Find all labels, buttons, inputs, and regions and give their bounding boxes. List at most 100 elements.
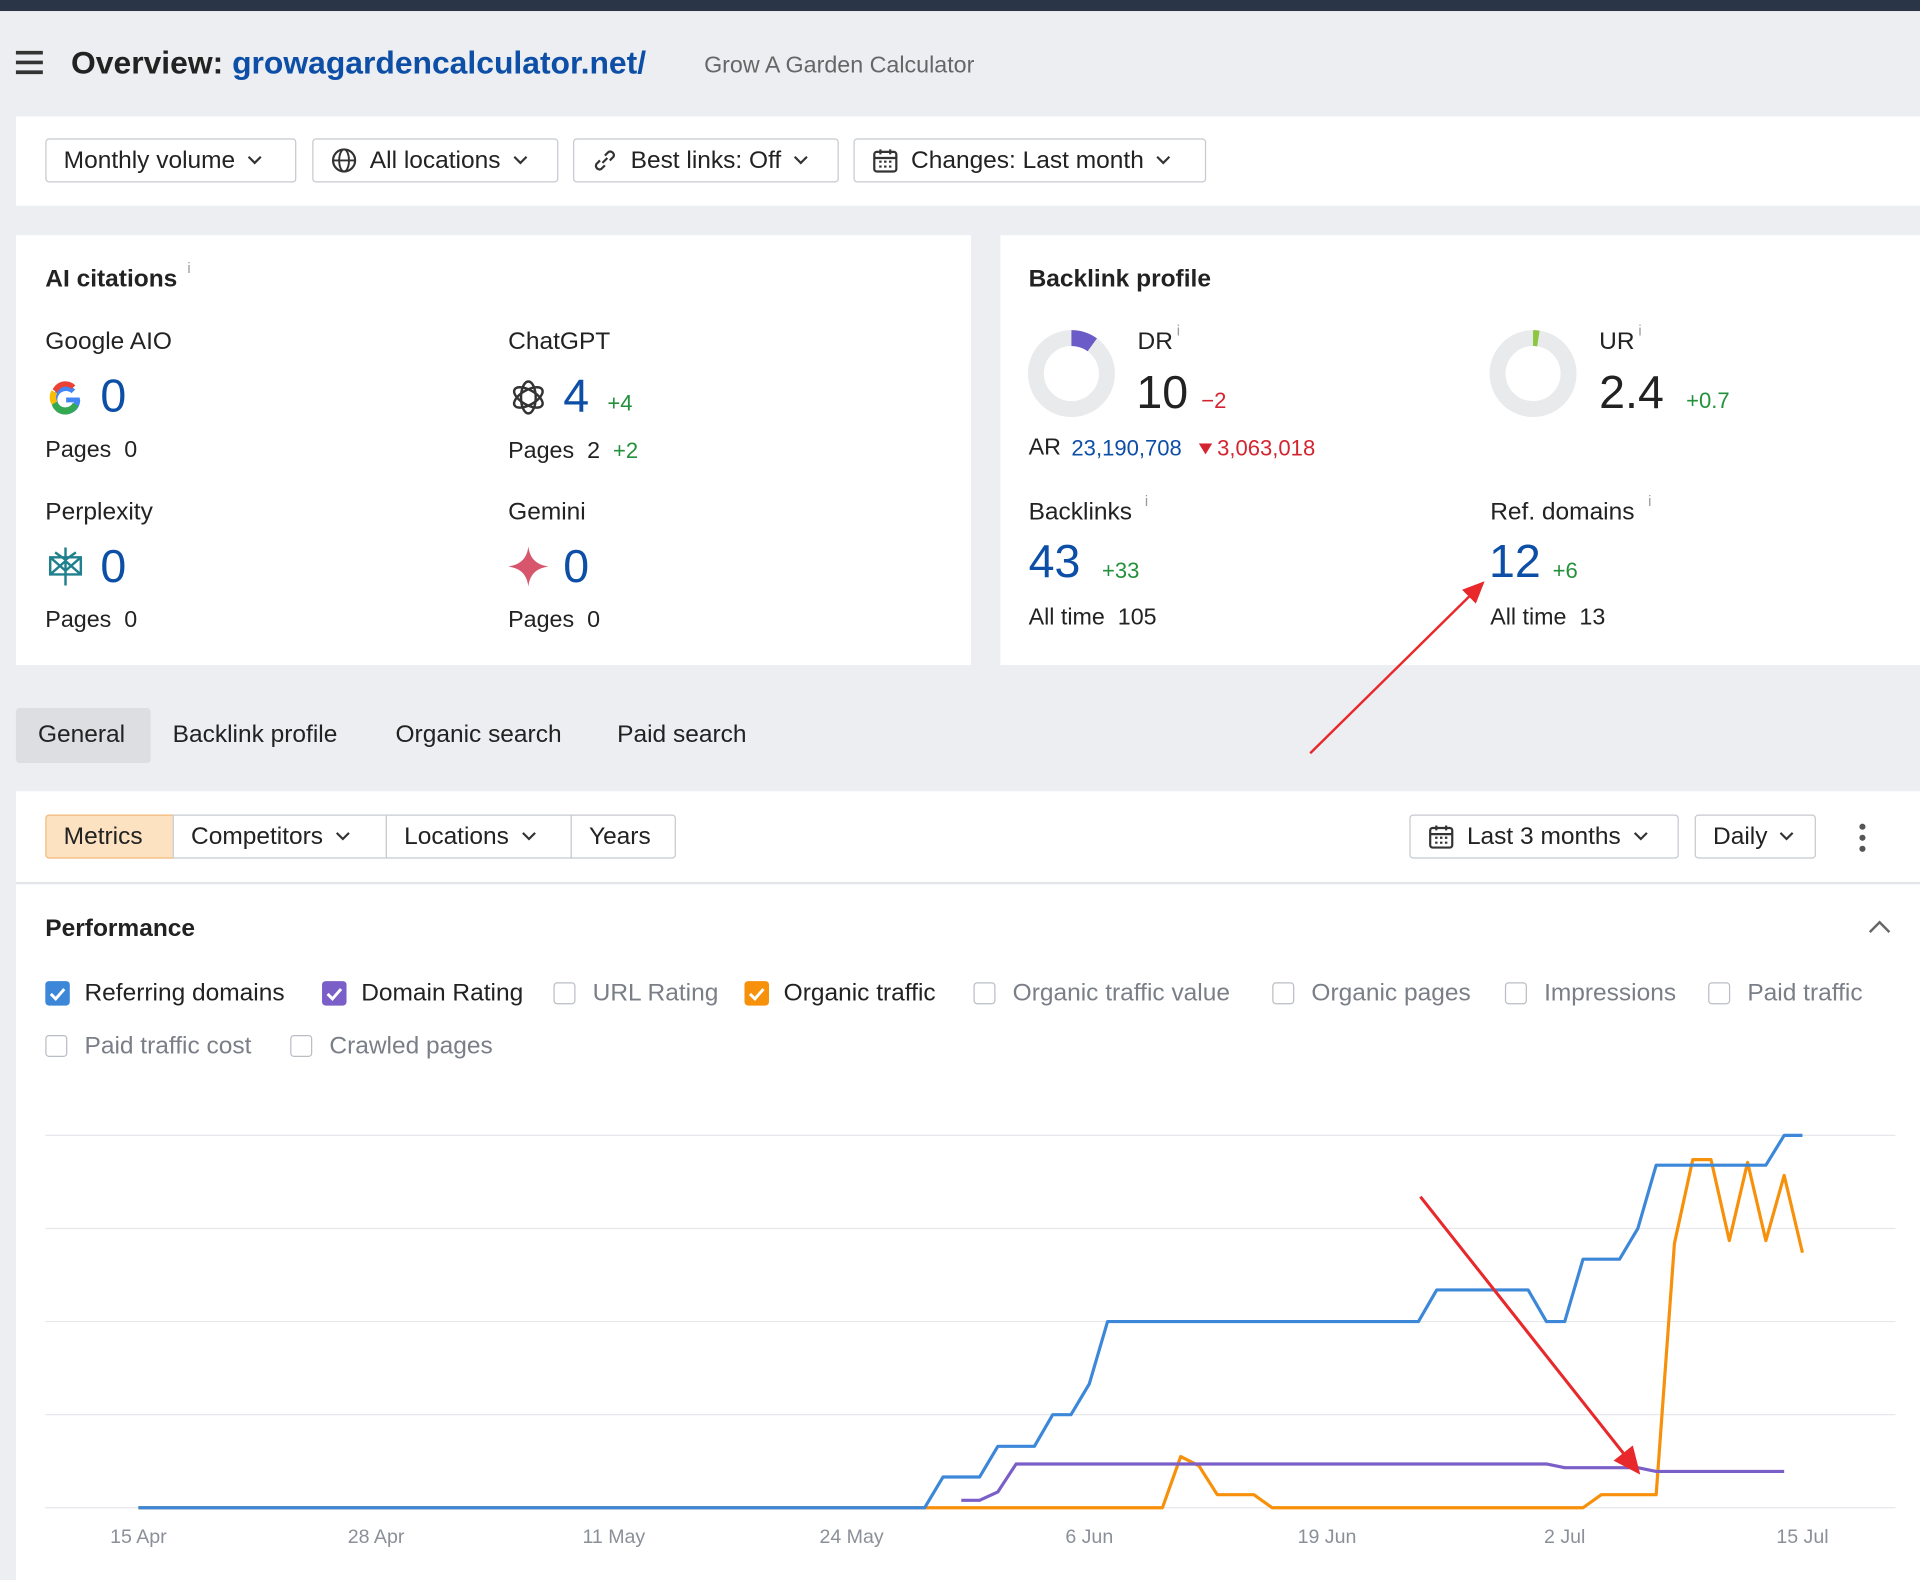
header-subtitle: Grow A Garden Calculator (704, 52, 975, 79)
checkbox[interactable] (1708, 982, 1731, 1005)
menu-icon[interactable] (15, 49, 44, 76)
ar-change: 3,063,018 (1217, 436, 1316, 461)
citation-value: 4 (563, 371, 590, 423)
pages-label: Pages (45, 607, 112, 634)
pages-row: Pages 0 (45, 606, 137, 635)
donut-track (1489, 330, 1577, 418)
tab[interactable]: Organic search (395, 721, 562, 749)
legend-checkbox[interactable] (45, 981, 70, 1006)
top-bar (0, 0, 1920, 12)
tab[interactable]: General (37, 721, 126, 749)
chevron (513, 155, 527, 165)
legend-checkbox[interactable] (322, 981, 347, 1006)
filter-label: Monthly volume (63, 146, 236, 174)
ar-value: 23,190,708 (1071, 436, 1182, 461)
chevron (521, 832, 536, 841)
header-domain[interactable]: growagardencalculator.net/ (232, 44, 647, 81)
check-stroke (49, 988, 66, 1001)
citation-name: ChatGPT (508, 328, 611, 356)
ai-citations-card (15, 235, 972, 666)
x-tick-label: 19 Jun (1298, 1526, 1357, 1548)
check-stroke (326, 988, 343, 1001)
filter-label: Changes: Last month (911, 146, 1144, 174)
segment-button[interactable]: Locations (385, 814, 572, 859)
filter-button[interactable]: Monthly volume (45, 138, 297, 183)
gemini-icon (508, 546, 549, 587)
info-icon[interactable]: i (1648, 492, 1652, 510)
checkbox[interactable] (45, 1034, 68, 1058)
more-menu[interactable] (1855, 822, 1870, 854)
link-icon (594, 150, 615, 171)
x-tick-label: 11 May (582, 1526, 645, 1548)
backlinks-value[interactable]: 43 (1028, 536, 1081, 588)
check-mark (748, 988, 765, 1001)
citation-name: Perplexity (45, 498, 153, 526)
tab[interactable]: Paid search (617, 721, 747, 749)
checkbox[interactable] (290, 1034, 313, 1058)
x-tick-label: 2 Jul (1544, 1526, 1585, 1548)
performance-chart: 15 Apr 28 Apr 11 May 24 May 6 Jun 19 Jun 2 Jul… (45, 1133, 1896, 1548)
info-icon[interactable]: i (1144, 492, 1149, 510)
segment-label: Locations (404, 822, 509, 850)
donut-group (1027, 330, 1577, 418)
metric-label: URL Rating (592, 979, 719, 1007)
series-line (138, 1133, 1803, 1510)
series-line (961, 1462, 1785, 1502)
x-tick-label: 24 May (819, 1526, 883, 1548)
legend-label: Referring domains (84, 979, 285, 1007)
ref-domains-label: Ref. domains (1490, 498, 1635, 526)
pages-change: +2 (612, 438, 639, 463)
citation-name: Gemini (508, 498, 586, 526)
metric-label: Impressions (1544, 979, 1677, 1007)
all-time-row: All time 13 (1490, 604, 1605, 633)
all-time-label: All time (1490, 605, 1567, 631)
segment-button[interactable]: Years (570, 814, 676, 859)
pages-row: Pages 0 (508, 606, 600, 635)
legend-checkbox[interactable] (744, 981, 769, 1006)
interval-button[interactable]: Daily (1694, 814, 1816, 859)
divider (15, 881, 1920, 884)
chevron (1780, 832, 1794, 841)
down-triangle (1198, 443, 1213, 455)
google-icon (49, 381, 81, 415)
performance-panel (15, 791, 1920, 1580)
calendar-icon (1429, 825, 1454, 849)
info-icon[interactable]: i (1638, 322, 1642, 340)
header-title-row: Overview: growagardencalculator.net/ (71, 44, 646, 82)
citation-value: 0 (100, 541, 127, 593)
interval-label: Daily (1713, 822, 1768, 850)
donut-arc (1070, 330, 1097, 352)
info-icon[interactable]: i (1176, 322, 1181, 340)
checkbox[interactable] (553, 982, 576, 1005)
check-mark (326, 988, 343, 1001)
metric-label: Organic pages (1311, 979, 1471, 1007)
checkbox[interactable] (1504, 982, 1527, 1005)
dr-value: 10 (1136, 367, 1189, 419)
filter-button[interactable]: Best links: Off (573, 138, 839, 183)
period-button[interactable]: Last 3 months (1409, 814, 1679, 859)
x-tick-label: 28 Apr (348, 1526, 405, 1548)
annotation-arrow (1419, 1195, 1641, 1475)
ur-value: 2.4 (1599, 367, 1664, 419)
pages-row: Pages 0 (45, 436, 137, 465)
pages-value: 0 (124, 437, 138, 463)
filter-button[interactable]: Changes: Last month (853, 138, 1207, 183)
tab[interactable]: Backlink profile (172, 721, 338, 749)
segment-label: Competitors (191, 822, 324, 850)
x-tick-label: 15 Apr (110, 1526, 167, 1548)
chatgpt-icon (512, 380, 544, 415)
checkbox[interactable] (1272, 982, 1295, 1005)
backlinks-change: +33 (1102, 558, 1140, 584)
chevron (335, 832, 350, 841)
pages-label: Pages (508, 607, 575, 634)
filter-button[interactable]: All locations (312, 138, 559, 183)
section-title: Performance (45, 914, 196, 942)
chevron (793, 155, 808, 165)
info-icon[interactable]: i (187, 259, 191, 277)
checkbox[interactable] (973, 982, 996, 1005)
collapse-chevron[interactable] (1868, 920, 1891, 935)
ref-domains-value[interactable]: 12 (1488, 536, 1541, 588)
metric-label: Organic traffic value (1012, 979, 1231, 1007)
